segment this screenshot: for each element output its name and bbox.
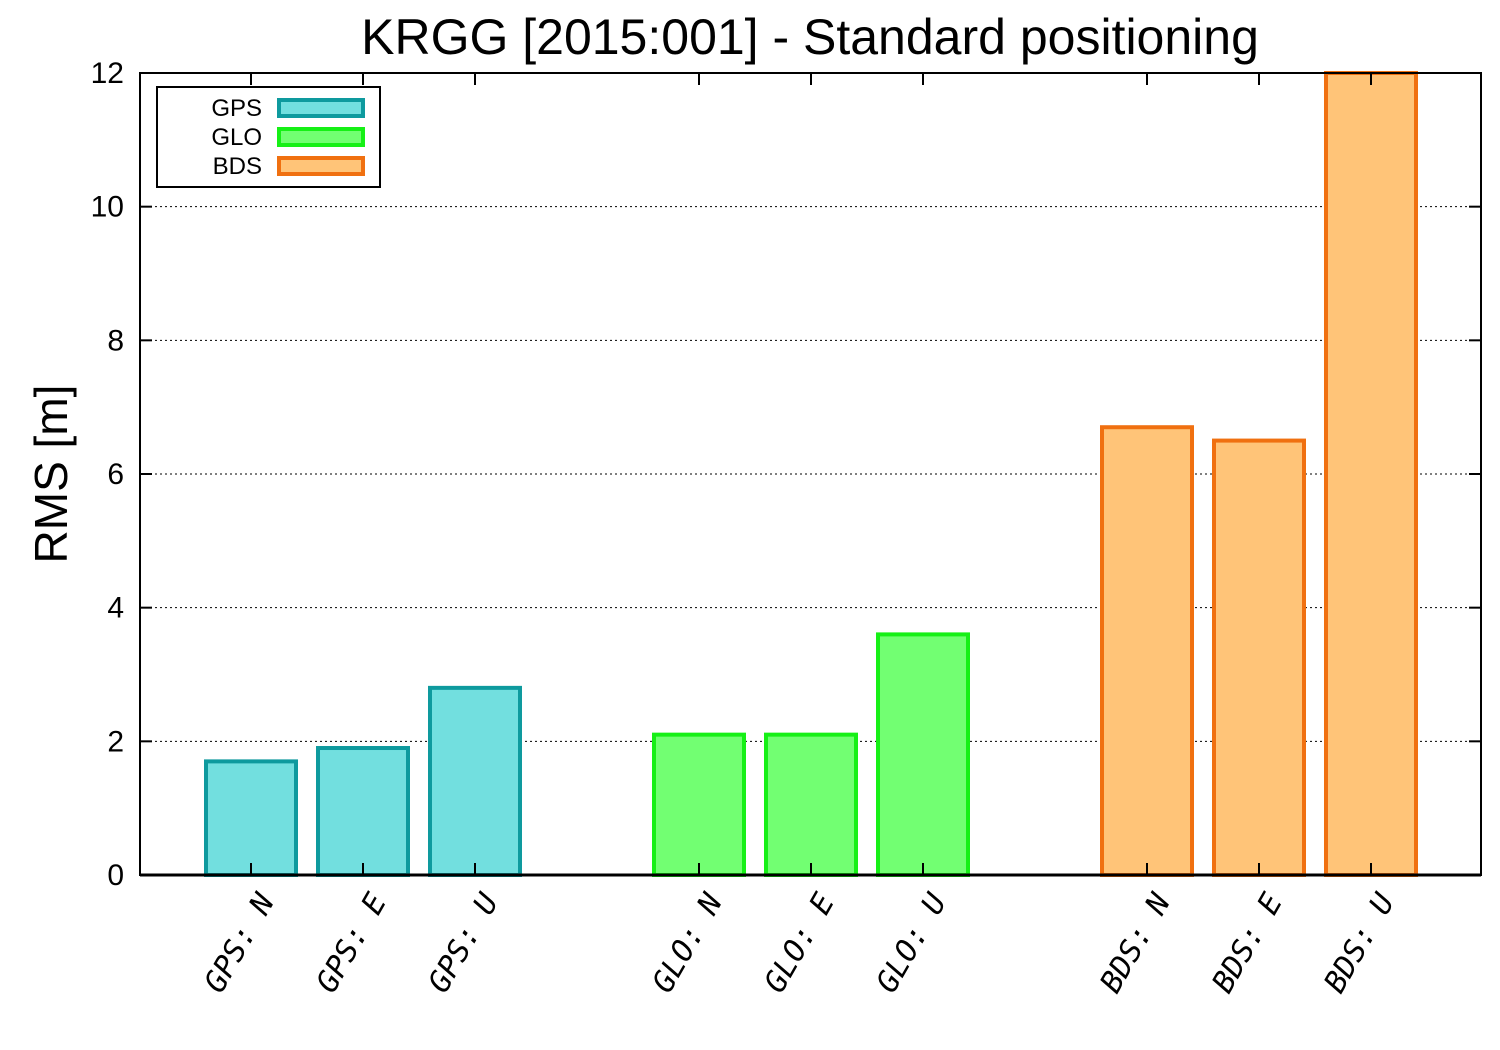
bar: [876, 632, 970, 878]
bar: [1324, 71, 1418, 877]
bar: [204, 759, 298, 878]
x-tick-label: GPS: N: [197, 887, 282, 999]
y-tick-label: 2: [107, 725, 124, 758]
bar: [1212, 438, 1306, 877]
x-tick-label: BDS: E: [1205, 888, 1289, 999]
x-tick-label: BDS: U: [1317, 887, 1402, 999]
chart-title: KRGG [2015:001] - Standard positioning: [361, 9, 1259, 65]
y-tick-label: 6: [107, 458, 124, 491]
x-tick-label: GPS: U: [421, 887, 506, 999]
y-tick-label: 10: [91, 191, 124, 224]
bar: [428, 685, 522, 877]
legend-swatch: [277, 98, 365, 118]
legend-swatch: [277, 127, 365, 147]
bar: [316, 746, 410, 877]
bar: [1100, 425, 1194, 877]
y-tick-label: 0: [107, 859, 124, 892]
y-axis-label: RMS [m]: [25, 385, 77, 564]
legend-label: GLO: [211, 124, 262, 151]
y-ticks: 0 2 4 6 8 10 12: [91, 57, 1481, 892]
x-tick-label: GPS: E: [309, 888, 393, 999]
legend-swatch: [277, 156, 365, 176]
legend-label: BDS: [213, 153, 262, 180]
bar: [652, 732, 746, 878]
y-tick-label: 8: [107, 324, 124, 357]
x-tick-label: GLO: N: [645, 887, 730, 999]
bars: [204, 71, 1418, 878]
legend-label: GPS: [211, 95, 262, 122]
y-tick-label: 12: [91, 57, 124, 90]
x-tick-label: GLO: E: [757, 888, 841, 999]
y-tick-label: 4: [107, 592, 124, 625]
x-tick-label: GLO: U: [869, 887, 954, 999]
bar: [764, 732, 858, 878]
x-tick-label: BDS: N: [1093, 887, 1178, 999]
